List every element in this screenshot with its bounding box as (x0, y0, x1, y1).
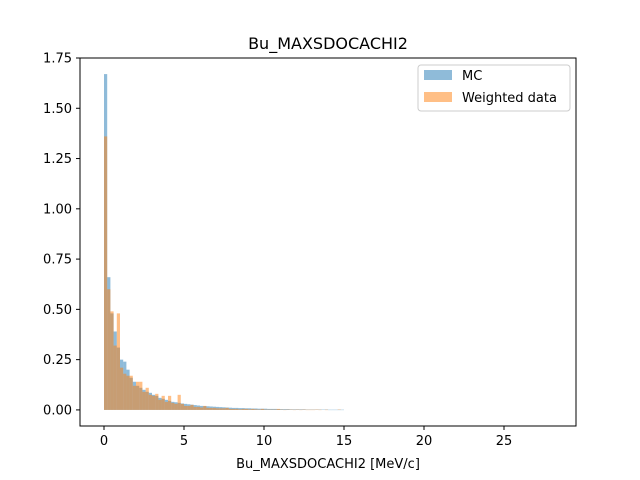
bar-mc (292, 409, 296, 410)
bar-weighted-data (254, 409, 258, 410)
bar-weighted-data (184, 405, 188, 410)
y-tick-label: 1.00 (43, 202, 72, 217)
bar-weighted-data (139, 381, 143, 410)
bar-weighted-data (164, 401, 168, 410)
y-tick-label: 0.75 (43, 253, 72, 268)
bar-weighted-data (110, 311, 114, 410)
bar-weighted-data (145, 387, 149, 410)
bar-mc (254, 408, 258, 410)
bar-weighted-data (132, 385, 136, 410)
bar-weighted-data (126, 375, 130, 410)
x-tick-label: 25 (496, 434, 513, 449)
legend-label-mc: MC (462, 69, 482, 84)
bar-weighted-data (216, 408, 220, 410)
bar-weighted-data (203, 405, 207, 410)
bar-weighted-data (241, 408, 245, 410)
bar-weighted-data (200, 407, 204, 410)
bar-mc (235, 407, 239, 410)
bar-weighted-data (248, 409, 252, 410)
bar-weighted-data (171, 402, 175, 410)
x-tick-label: 10 (256, 434, 273, 449)
bar-weighted-data (251, 408, 255, 410)
bar-weighted-data (116, 313, 120, 410)
y-tick-label: 1.75 (43, 52, 72, 67)
bar-weighted-data (209, 407, 213, 410)
y-tick-label: 0.00 (43, 403, 72, 418)
y-tick-label: 1.50 (43, 102, 72, 117)
bar-weighted-data (232, 408, 236, 410)
bar-weighted-data (148, 394, 152, 410)
bar-mc (299, 409, 303, 410)
bar-weighted-data (107, 289, 111, 410)
bar-weighted-data (206, 407, 210, 410)
bar-weighted-data (190, 404, 194, 410)
bar-weighted-data (142, 391, 146, 410)
bar-weighted-data (168, 395, 172, 410)
x-tick-label: 0 (100, 434, 108, 449)
bar-weighted-data (174, 403, 178, 410)
bar-weighted-data (104, 136, 108, 410)
y-tick-label: 0.50 (43, 303, 72, 318)
bar-mc (248, 408, 252, 410)
bar-weighted-data (120, 367, 124, 410)
legend-swatch-mc (424, 70, 452, 80)
bar-mc (257, 408, 261, 410)
bar-weighted-data (180, 403, 184, 410)
bar-weighted-data (177, 394, 181, 410)
bar-weighted-data (225, 407, 229, 410)
bar-weighted-data (238, 409, 242, 410)
bar-mc (228, 407, 232, 410)
bar-weighted-data (244, 408, 248, 410)
bar-mc (238, 408, 242, 410)
legend-frame (417, 64, 571, 112)
bar-weighted-data (260, 408, 264, 410)
bar-weighted-data (228, 408, 232, 410)
bar-weighted-data (129, 375, 133, 410)
bar-mc (273, 408, 277, 410)
bar-weighted-data (113, 345, 117, 410)
bar-mc (283, 409, 287, 410)
chart-title: Bu_MAXSDOCACHI2 (248, 34, 408, 54)
bar-weighted-data (222, 408, 226, 410)
bar-weighted-data (152, 395, 156, 410)
bar-weighted-data (235, 408, 239, 410)
y-tick-label: 0.25 (43, 353, 72, 368)
y-tick-label: 1.25 (43, 152, 72, 167)
x-axis-label: Bu_MAXSDOCACHI2 [MeV/c] (236, 457, 420, 472)
bar-mc (270, 408, 274, 410)
bar-weighted-data (193, 406, 197, 410)
bar-weighted-data (155, 393, 159, 410)
legend-swatch-weighted-data (424, 92, 452, 102)
bar-weighted-data (219, 408, 223, 410)
bar-weighted-data (136, 381, 140, 410)
x-tick-label: 5 (180, 434, 188, 449)
legend: MC Weighted data (417, 64, 571, 112)
axes-layer: 0 5 10 15 20 25 0.00 0.25 0.50 0.75 1.00 1.25 1.50 1.… (43, 52, 577, 449)
bar-mc (267, 408, 271, 410)
bar-weighted-data (161, 395, 165, 410)
bar-mc (280, 409, 284, 410)
bar-weighted-data (158, 399, 162, 410)
bar-mc (286, 409, 290, 410)
legend-label-weighted-data: Weighted data (462, 91, 557, 106)
bar-mc (264, 408, 268, 410)
bars-layer (104, 74, 344, 411)
bar-weighted-data (196, 406, 200, 410)
bar-weighted-data (187, 405, 191, 410)
bar-weighted-data (123, 373, 127, 410)
bar-mc (232, 407, 236, 410)
x-tick-label: 15 (336, 434, 353, 449)
bar-weighted-data (276, 408, 280, 410)
plot-frame (79, 57, 577, 427)
x-tick-label: 20 (416, 434, 433, 449)
bar-weighted-data (212, 407, 216, 410)
